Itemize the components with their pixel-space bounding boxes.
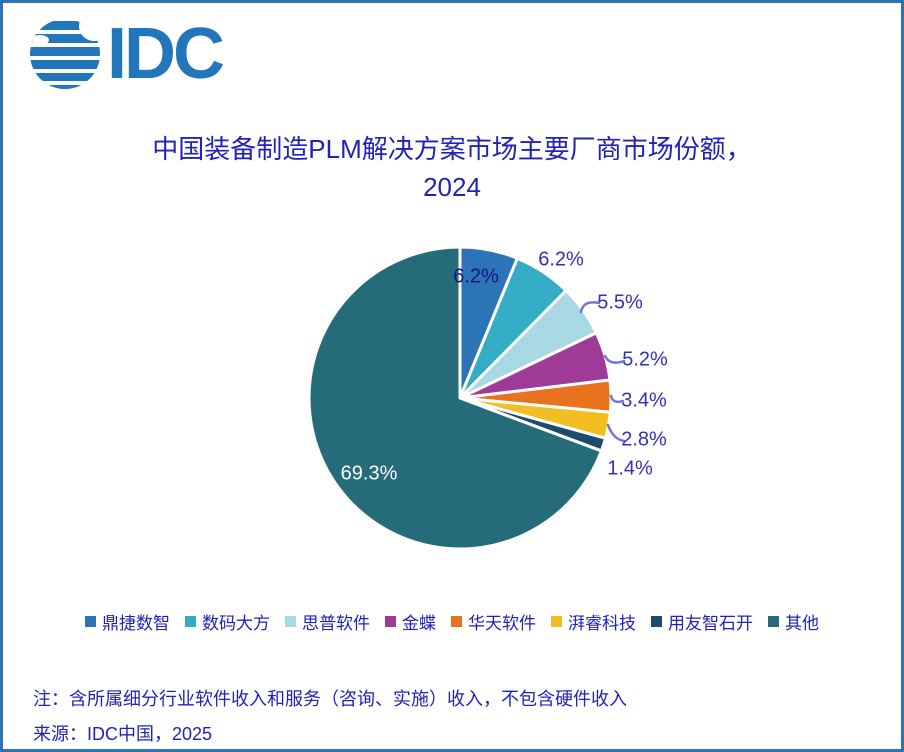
pie-slices — [307, 245, 613, 551]
slice-value-label-4: 5.2% — [622, 348, 668, 371]
slice-value-label-2: 6.2% — [538, 248, 584, 271]
legend-item-6: 湃睿科技 — [551, 609, 636, 634]
leader-line-2-8 — [606, 423, 626, 443]
slice-value-label-8: 69.3% — [340, 462, 398, 485]
chart-title-line1: 中国装备制造PLM解决方案市场主要厂商市场份额， — [152, 134, 752, 164]
leader-line-5-5 — [579, 301, 601, 314]
legend-item-1: 鼎捷数智 — [85, 609, 170, 634]
legend-item-5: 华天软件 — [451, 609, 536, 634]
legend-label-2: 数码大方 — [202, 613, 270, 633]
leader-line-5-2 — [603, 354, 626, 364]
chart-title: 中国装备制造PLM解决方案市场主要厂商市场份额， 2024 — [3, 130, 901, 206]
legend-item-2: 数码大方 — [185, 609, 270, 634]
slice-value-label-5: 3.4% — [621, 389, 667, 412]
slice-value-label-1: 6.2% — [453, 265, 499, 288]
legend-label-4: 金蝶 — [402, 613, 436, 633]
legend-label-3: 思普软件 — [302, 613, 370, 633]
legend-swatch-5 — [451, 615, 462, 627]
legend-item-8: 其他 — [768, 609, 819, 634]
legend-item-4: 金蝶 — [385, 609, 436, 634]
footnote: 注：含所属细分行业软件收入和服务（咨询、实施）收入，不包含硬件收入 — [33, 689, 627, 709]
legend-swatch-8 — [768, 615, 779, 627]
idc-globe-icon — [30, 19, 100, 89]
legend-swatch-7 — [651, 615, 662, 627]
legend-swatch-1 — [85, 615, 96, 627]
source-note: 来源：IDC中国，2025 — [33, 724, 213, 744]
legend-item-7: 用友智石开 — [651, 609, 753, 634]
legend: 鼎捷数智 数码大方 思普软件 金蝶 华天软件 湃睿科技 用友智石开 其他 — [3, 608, 901, 634]
legend-label-6: 湃睿科技 — [568, 613, 636, 633]
legend-swatch-4 — [385, 615, 396, 627]
idc-logo-text: IDC — [107, 14, 225, 94]
slice-value-label-7: 1.4% — [607, 457, 653, 480]
legend-label-7: 用友智石开 — [668, 613, 753, 633]
legend-item-3: 思普软件 — [285, 609, 370, 634]
chart-title-line2: 2024 — [423, 172, 481, 202]
legend-label-5: 华天软件 — [468, 613, 536, 633]
legend-swatch-2 — [185, 615, 196, 627]
leader-lines — [579, 301, 626, 443]
leader-line-3-4 — [609, 394, 625, 404]
legend-label-1: 鼎捷数智 — [102, 613, 170, 633]
legend-swatch-3 — [285, 615, 296, 627]
legend-swatch-6 — [551, 615, 562, 627]
slice-value-label-3: 5.5% — [597, 291, 643, 314]
slice-value-label-6: 2.8% — [621, 428, 667, 451]
pie-chart — [307, 245, 626, 551]
legend-label-8: 其他 — [785, 613, 819, 633]
idc-logo: IDC — [30, 14, 225, 94]
pie-slice-8 — [307, 245, 603, 551]
